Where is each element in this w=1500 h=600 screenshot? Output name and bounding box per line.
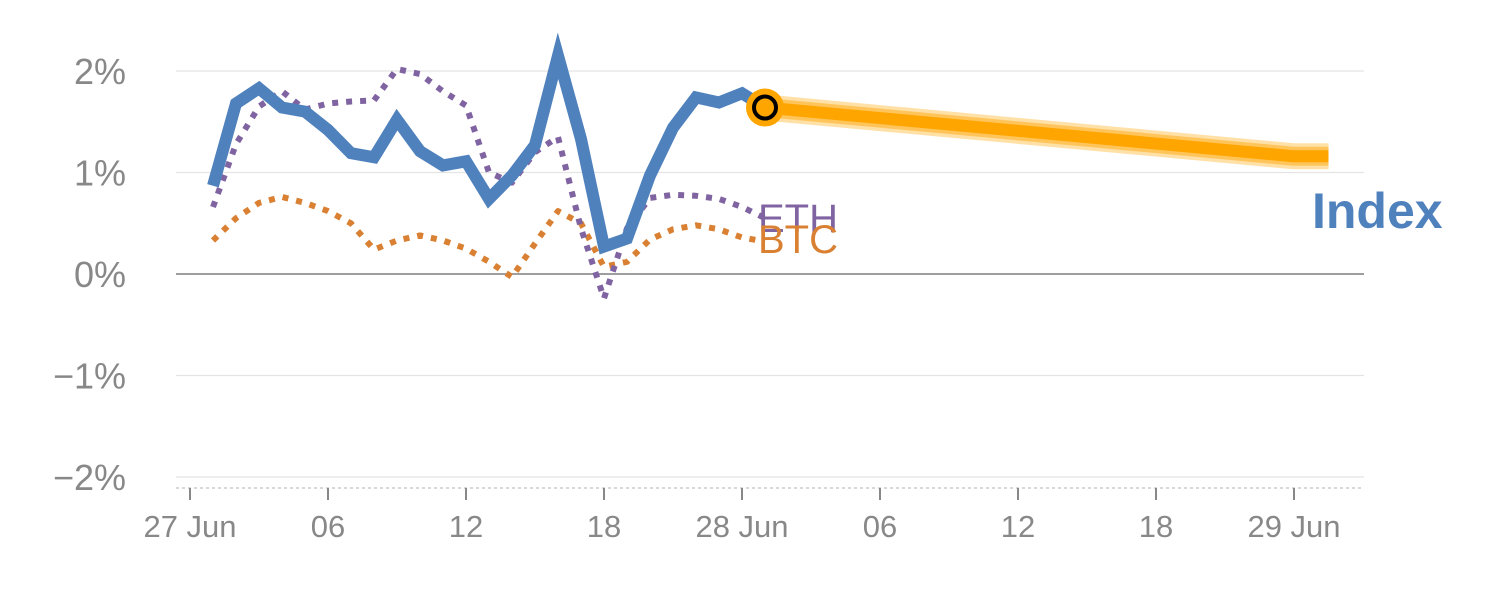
series-labels: ETH BTC Index (758, 183, 1443, 262)
btc-series-label: BTC (758, 218, 838, 262)
y-tick-label: 2% (74, 51, 126, 92)
y-tick-label: −1% (53, 356, 126, 397)
x-tick-label: 18 (587, 509, 621, 544)
x-tick-label: 12 (1001, 509, 1035, 544)
current-point-marker (752, 94, 778, 121)
x-axis: 27 Jun 06 12 18 28 Jun 06 12 18 29 Jun (143, 487, 1364, 544)
x-tick-label: 06 (863, 509, 897, 544)
projection-line (764, 101, 1329, 163)
index-series-line (207, 32, 769, 255)
x-tick-label: 18 (1139, 509, 1173, 544)
index-series-label: Index (1312, 183, 1443, 239)
x-tick-label: 06 (311, 509, 345, 544)
y-tick-label: 0% (74, 254, 126, 295)
eth-series-line (210, 66, 767, 302)
y-axis: 2% 1% 0% −1% −2% (53, 51, 126, 498)
eth-series-label: ETH (758, 197, 838, 241)
y-tick-label: 1% (74, 153, 126, 194)
grid-lines (176, 70, 1364, 478)
x-tick-label: 29 Jun (1247, 509, 1340, 544)
btc-series-line (210, 193, 766, 280)
y-tick-label: −2% (53, 457, 126, 498)
x-tick-label: 28 Jun (695, 509, 788, 544)
x-tick-label: 27 Jun (143, 509, 236, 544)
x-tick-label: 12 (449, 509, 483, 544)
series-layer (207, 32, 1329, 302)
